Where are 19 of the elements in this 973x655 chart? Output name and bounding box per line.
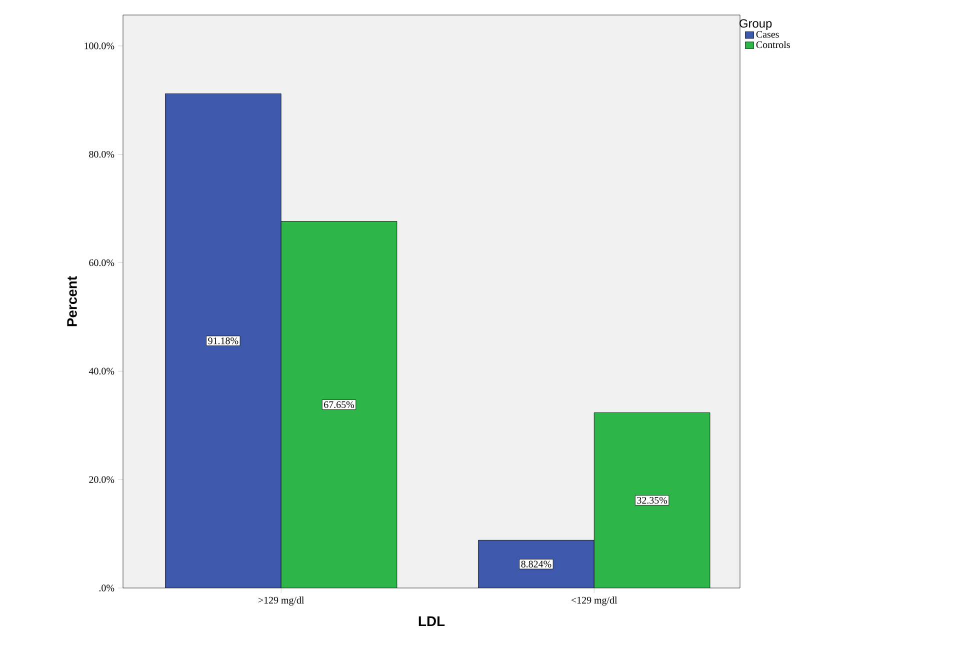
y-tick-label: 20.0% [89,476,114,483]
x-tick-label: >129 mg/dl [258,596,304,606]
data-label: 67.65% [324,401,354,408]
y-tick-label: .0% [99,584,114,592]
y-tick-label: 100.0% [84,42,114,50]
data-label: 91.18% [208,337,238,344]
y-tick-label: 80.0% [89,150,114,158]
data-label: 32.35% [637,496,668,504]
legend-title: Group [740,19,772,30]
x-tick-label: <129 mg/dl [571,596,618,606]
legend-label: Cases [756,31,779,38]
y-tick-label: 60.0% [89,259,114,266]
legend-label: Controls [756,41,790,48]
bar [280,221,398,588]
y-axis-title: Percent [67,276,77,326]
bar [594,412,710,588]
data-label: 8.824% [521,560,552,568]
y-tick-label: 40.0% [88,368,114,375]
x-axis-title: LDL [418,616,445,626]
